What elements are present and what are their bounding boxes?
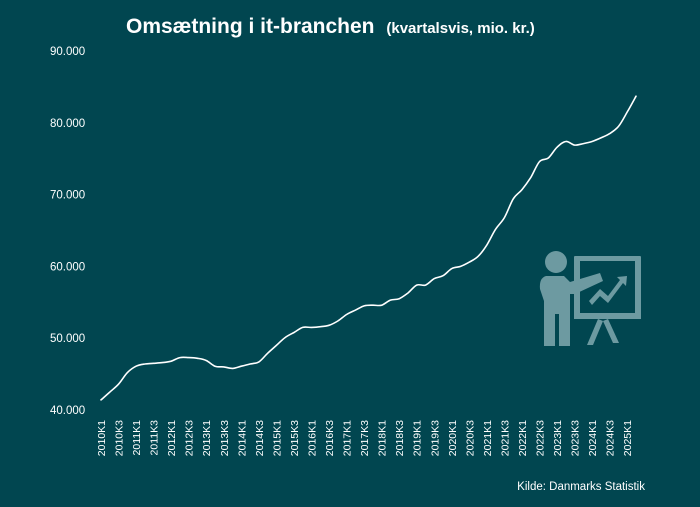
x-tick-label: 2012K1 (166, 420, 178, 456)
x-tick-label: 2018K1 (377, 420, 389, 456)
x-tick-label: 2010K3 (114, 420, 126, 456)
y-tick-label: 50.000 (50, 333, 85, 345)
x-tick-label: 2016K3 (324, 420, 336, 456)
x-tick-label: 2019K3 (429, 420, 441, 456)
x-tick-label: 2021K1 (482, 420, 494, 456)
x-tick-label: 2015K1 (271, 420, 283, 456)
x-tick-label: 2015K3 (289, 420, 301, 456)
x-tick-label: 2024K1 (587, 420, 599, 456)
x-tick-label: 2012K3 (184, 420, 196, 456)
chart-title-main: Omsætning i it-branchen (126, 15, 375, 38)
x-axis-ticks: 2010K1 2010K3 2011K1 2011K3 2012K1 2012K3 2013… (96, 420, 634, 456)
y-axis-ticks: 40.000 50.000 60.000 70.000 80.000 90.000 (50, 46, 85, 417)
x-tick-label: 2011K3 (149, 420, 161, 456)
x-tick-label: 2020K1 (447, 420, 459, 456)
y-tick-label: 40.000 (50, 405, 85, 417)
series-line (100, 95, 637, 401)
x-tick-label: 2025K1 (622, 420, 634, 456)
y-tick-label: 70.000 (50, 190, 85, 202)
x-tick-label: 2014K3 (254, 420, 266, 456)
x-tick-label: 2023K1 (552, 420, 564, 456)
x-tick-label: 2013K1 (201, 420, 213, 456)
x-tick-label: 2022K3 (535, 420, 547, 456)
x-tick-label: 2013K3 (219, 420, 231, 456)
x-tick-label: 2021K3 (499, 420, 511, 456)
chart-subtitle: (kvartalsvis, mio. kr.) (386, 20, 534, 37)
x-tick-label: 2024K3 (605, 420, 617, 456)
x-tick-label: 2011K1 (131, 420, 143, 456)
x-tick-label: 2023K3 (570, 420, 582, 456)
chart-title: Omsætning i it-branchen (kvartalsvis, mi… (126, 15, 535, 38)
x-tick-label: 2010K1 (96, 420, 108, 456)
x-tick-label: 2016K1 (306, 420, 318, 456)
source-note: Kilde: Danmarks Statistik (517, 481, 645, 493)
x-tick-label: 2017K3 (359, 420, 371, 456)
x-tick-label: 2022K1 (517, 420, 529, 456)
x-tick-label: 2020K3 (464, 420, 476, 456)
x-tick-label: 2014K1 (236, 420, 248, 456)
y-tick-label: 60.000 (50, 261, 85, 273)
presentation-chart-icon (539, 251, 641, 346)
x-tick-label: 2018K3 (394, 420, 406, 456)
y-tick-label: 80.000 (50, 118, 85, 130)
x-tick-label: 2019K1 (412, 420, 424, 456)
y-tick-label: 90.000 (50, 46, 85, 58)
x-tick-label: 2017K1 (342, 420, 354, 456)
